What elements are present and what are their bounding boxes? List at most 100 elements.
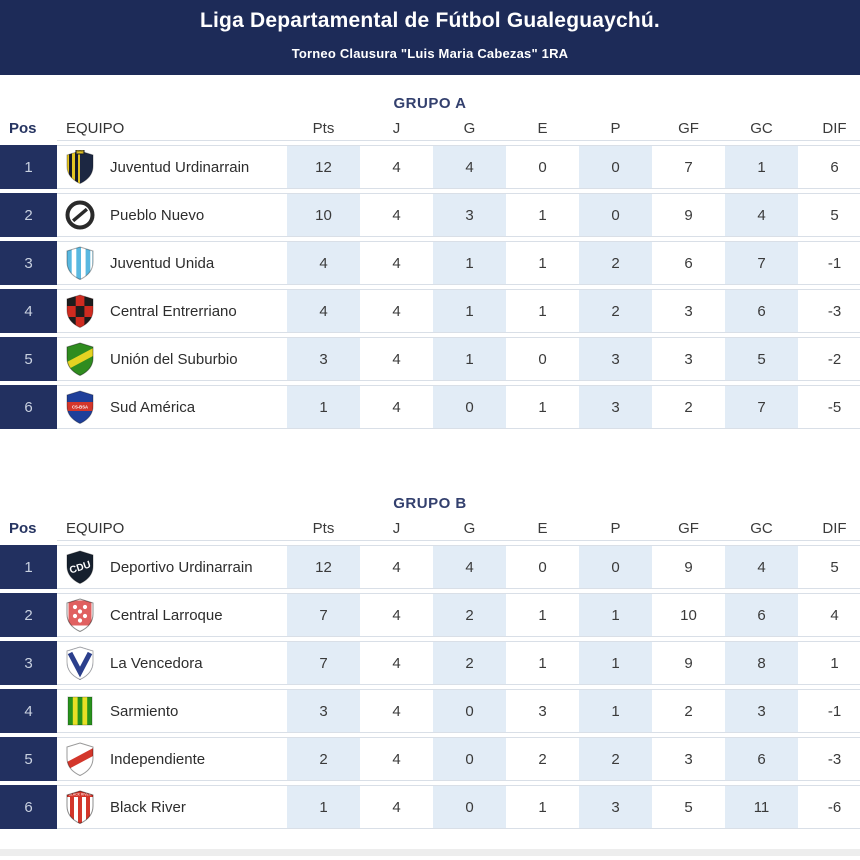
svg-text:CS-BSA: CS-BSA: [72, 405, 88, 410]
group-title: GRUPO B: [393, 495, 467, 512]
stat-p: 1: [579, 593, 652, 637]
stat-gf: 5: [652, 785, 725, 829]
stat-pts: 2: [287, 737, 360, 781]
team-cell: Juventud Urdinarrain: [57, 145, 287, 189]
union-del-suburbio-crest: [66, 342, 94, 376]
stat-dif: -1: [798, 241, 860, 285]
col-header-pos: Pos: [9, 120, 37, 137]
team-name: Pueblo Nuevo: [110, 206, 205, 224]
stat-dif: -3: [798, 737, 860, 781]
stat-gc: 6: [725, 593, 798, 637]
position-cell: 5: [0, 737, 57, 781]
deportivo-urdinarrain-crest: CDU: [66, 550, 94, 584]
stat-dif: 5: [798, 193, 860, 237]
stat-pts: 12: [287, 545, 360, 589]
col-header-pts: Pts: [287, 516, 360, 541]
position-cell: 3: [0, 241, 57, 285]
stat-g: 2: [433, 593, 506, 637]
central-larroque-crest: [66, 598, 94, 632]
stat-dif: -3: [798, 289, 860, 333]
standings-table: Pos EQUIPO Pts J G E P GF GC DIF 1 CDU Deportivo Urd…: [0, 512, 860, 833]
team-name: Central Entrerriano: [110, 302, 237, 320]
team-cell: La Vencedora: [57, 641, 287, 685]
team-cell: Juventud Unida: [57, 241, 287, 285]
team-row: 5 Independiente 2 4 0 2 2 3 6 -3: [0, 737, 860, 781]
sarmiento-crest: [67, 696, 93, 726]
stat-g: 2: [433, 641, 506, 685]
stat-j: 4: [360, 337, 433, 381]
team-row: 1 Juventud Urdinarrain 12 4 4 0 0 7 1 6: [0, 145, 860, 189]
stat-e: 1: [506, 641, 579, 685]
stat-g: 0: [433, 737, 506, 781]
stat-gf: 3: [652, 337, 725, 381]
stat-gf: 2: [652, 385, 725, 429]
stat-g: 4: [433, 145, 506, 189]
central-entrerriano-crest: [66, 294, 94, 328]
group-title: GRUPO A: [393, 95, 467, 112]
team-cell: CS-BSA Sud América: [57, 385, 287, 429]
stat-g: 1: [433, 241, 506, 285]
stat-p: 3: [579, 385, 652, 429]
page-title: Liga Departamental de Fútbol Gualeguaych…: [200, 9, 660, 32]
col-header-dif: DIF: [798, 516, 860, 541]
team-cell: Independiente: [57, 737, 287, 781]
stat-dif: -1: [798, 689, 860, 733]
stat-gc: 8: [725, 641, 798, 685]
stat-j: 4: [360, 641, 433, 685]
team-name: La Vencedora: [110, 654, 203, 672]
team-row: 1 CDU Deportivo Urdinarrain 12 4 4 0 0 9 4 5: [0, 545, 860, 589]
team-name: Central Larroque: [110, 606, 223, 624]
sud-america-crest: CS-BSA: [66, 390, 94, 424]
stat-e: 1: [506, 241, 579, 285]
stat-e: 3: [506, 689, 579, 733]
team-name: Independiente: [110, 750, 206, 768]
position-cell: 1: [0, 145, 57, 189]
stat-pts: 4: [287, 241, 360, 285]
stat-e: 1: [506, 593, 579, 637]
stat-g: 0: [433, 385, 506, 429]
stat-e: 0: [506, 337, 579, 381]
col-header-pos: Pos: [9, 520, 37, 537]
stat-pts: 7: [287, 593, 360, 637]
col-header-equipo: EQUIPO: [57, 516, 287, 541]
col-header-g: G: [433, 516, 506, 541]
stat-dif: 4: [798, 593, 860, 637]
col-header-p: P: [579, 516, 652, 541]
table-header-row: Pos EQUIPO Pts J G E P GF GC DIF: [0, 116, 860, 141]
stat-j: 4: [360, 193, 433, 237]
col-header-e: E: [506, 116, 579, 141]
col-header-dif: DIF: [798, 116, 860, 141]
stat-pts: 1: [287, 385, 360, 429]
stat-gc: 4: [725, 193, 798, 237]
stat-gc: 5: [725, 337, 798, 381]
stat-g: 0: [433, 785, 506, 829]
stat-e: 0: [506, 545, 579, 589]
col-header-gc: GC: [725, 516, 798, 541]
stat-p: 1: [579, 689, 652, 733]
stat-e: 1: [506, 385, 579, 429]
page-bottom-edge: [0, 849, 860, 856]
stat-dif: 5: [798, 545, 860, 589]
stat-j: 4: [360, 545, 433, 589]
stat-gf: 3: [652, 289, 725, 333]
stat-e: 1: [506, 193, 579, 237]
col-header-e: E: [506, 516, 579, 541]
team-row: 4 Central Entrerriano 4 4 1 1 2 3 6 -3: [0, 289, 860, 333]
team-name: Deportivo Urdinarrain: [110, 558, 253, 576]
col-header-gf: GF: [652, 516, 725, 541]
team-name: Juventud Urdinarrain: [110, 158, 250, 176]
position-cell: 3: [0, 641, 57, 685]
stat-dif: -5: [798, 385, 860, 429]
svg-text:BLACK RIVER: BLACK RIVER: [69, 793, 92, 797]
col-header-pts: Pts: [287, 116, 360, 141]
position-cell: 4: [0, 289, 57, 333]
team-row: 2 Pueblo Nuevo 10 4 3 1 0 9 4 5: [0, 193, 860, 237]
page-header: Liga Departamental de Fútbol Gualeguaych…: [0, 0, 860, 75]
stat-dif: 1: [798, 641, 860, 685]
team-row: 6 CS-BSA Sud América 1 4 0 1 3 2 7 -5: [0, 385, 860, 429]
team-row: 3 La Vencedora 7 4 2 1 1 9 8 1: [0, 641, 860, 685]
stat-p: 1: [579, 641, 652, 685]
position-cell: 1: [0, 545, 57, 589]
page-subtitle: Torneo Clausura "Luis Maria Cabezas" 1RA: [291, 46, 569, 61]
team-name: Sud América: [110, 398, 196, 416]
